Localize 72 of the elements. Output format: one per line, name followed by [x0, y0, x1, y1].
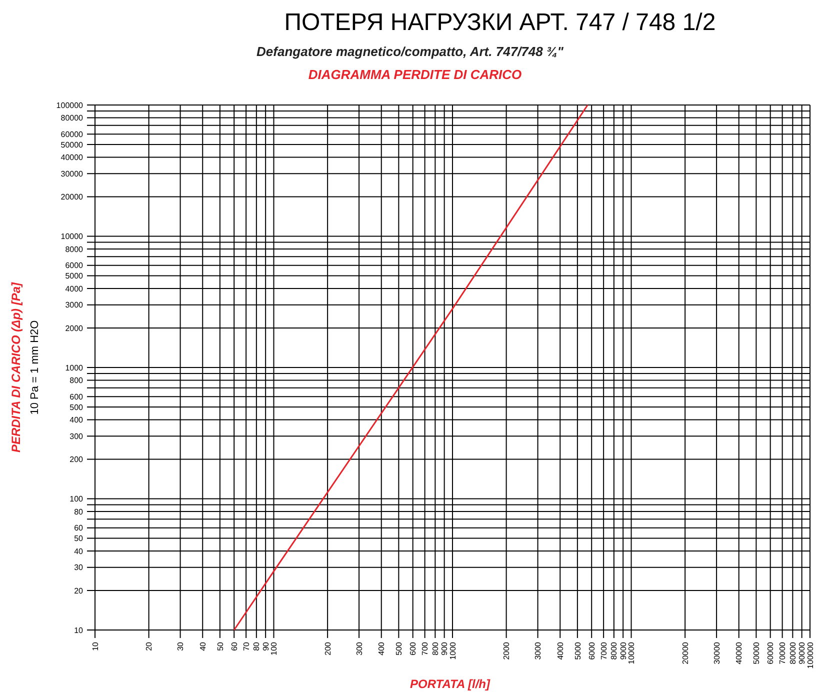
y-tick-label: 500	[70, 402, 84, 412]
x-tick-label: 100	[270, 641, 279, 656]
x-tick-label: 70	[242, 641, 251, 651]
x-tick-label: 50	[216, 641, 225, 651]
x-tick-label: 8000	[610, 641, 619, 660]
x-tick-label: 70000	[778, 641, 788, 664]
y-tick-label: 80000	[60, 114, 84, 123]
x-tick-label: 6000	[587, 641, 596, 660]
y-tick-label: 5000	[65, 272, 84, 281]
y-tick-label: 8000	[65, 244, 84, 254]
y-tick-label: 200	[70, 455, 84, 464]
y-tick-label: 60	[74, 524, 84, 533]
x-axis-title: PORTATA [l/h]	[410, 677, 491, 691]
y-tick-label: 600	[70, 392, 84, 402]
text: DIAGRAMMA PERDITE DI CARICO	[308, 67, 522, 82]
x-tick-label: 30	[176, 641, 186, 651]
y-tick-label: 50000	[60, 140, 84, 150]
x-tick-label: 50000	[752, 641, 761, 664]
y-tick-label: 1000	[65, 363, 84, 372]
y-tick-label: 40000	[60, 153, 84, 162]
y-tick-label: 800	[70, 376, 84, 386]
y-tick-label: 40	[74, 546, 84, 556]
x-tick-label: 800	[430, 641, 440, 656]
x-tick-label: 20000	[680, 641, 690, 664]
x-tick-label: 90	[261, 641, 270, 651]
y-tick-label: 2000	[65, 324, 84, 333]
y-tick-label: 10	[74, 626, 84, 635]
x-tick-label: 1000	[448, 641, 458, 660]
x-tick-label: 80000	[788, 641, 798, 664]
x-tick-label: 900	[440, 641, 450, 656]
y-tick-label: 60000	[60, 130, 84, 139]
y-tick-label: 4000	[65, 284, 84, 294]
x-tick-label: 4000	[556, 641, 565, 660]
x-tick-label: 30000	[712, 641, 722, 664]
x-tick-label: 40	[198, 641, 208, 651]
text: 10 Pa = 1 mm H2O	[29, 320, 41, 415]
x-tick-label: 300	[354, 641, 364, 656]
y-tick-label: 6000	[65, 261, 84, 270]
x-tick-label: 10000	[627, 641, 636, 664]
y-tick-label: 100000	[56, 100, 84, 110]
x-tick-label: 40000	[734, 641, 744, 664]
x-tick-label: 7000	[599, 641, 608, 660]
x-tick-label: 600	[408, 641, 418, 656]
y-tick-label: 20	[74, 586, 84, 596]
x-tick-label: 100000	[806, 641, 815, 669]
x-tick-label: 200	[323, 641, 332, 656]
chart-title: ПОТЕРЯ НАГРУЗКИ АРТ. 747 / 748 1/2	[284, 9, 716, 36]
x-tick-label: 2000	[502, 641, 512, 660]
x-tick-label: 5000	[573, 641, 582, 660]
x-tick-label: 9000	[618, 641, 628, 660]
y-tick-label: 20000	[60, 192, 84, 202]
x-tick-label: 60	[230, 641, 239, 651]
y-tick-label: 3000	[65, 300, 84, 310]
y-tick-label: 30000	[60, 169, 84, 178]
y-tick-label: 100	[70, 494, 84, 504]
x-tick-label: 10	[90, 641, 100, 651]
x-tick-label: 60000	[766, 641, 776, 664]
x-tick-label: 400	[377, 641, 386, 656]
x-tick-label: 3000	[534, 641, 543, 660]
y-tick-label: 400	[70, 416, 84, 425]
y-axis-title: PERDITA DI CARICO (Δp) [Pa]	[9, 281, 23, 453]
y-tick-label: 300	[70, 432, 84, 441]
x-tick-label: 90000	[798, 641, 807, 664]
y-tick-label: 10000	[60, 232, 84, 242]
x-tick-label: 500	[394, 641, 404, 656]
y-tick-label: 80	[74, 507, 84, 516]
y-tick-label: 50	[74, 534, 84, 544]
x-tick-label: 20	[144, 641, 154, 651]
x-tick-label: 700	[420, 641, 430, 656]
chart-subtitle: Defangatore magnetico/compatto, Art. 747/748 ¾"	[256, 44, 564, 59]
x-tick-label: 80	[252, 641, 262, 651]
y-tick-label: 30	[74, 563, 84, 572]
